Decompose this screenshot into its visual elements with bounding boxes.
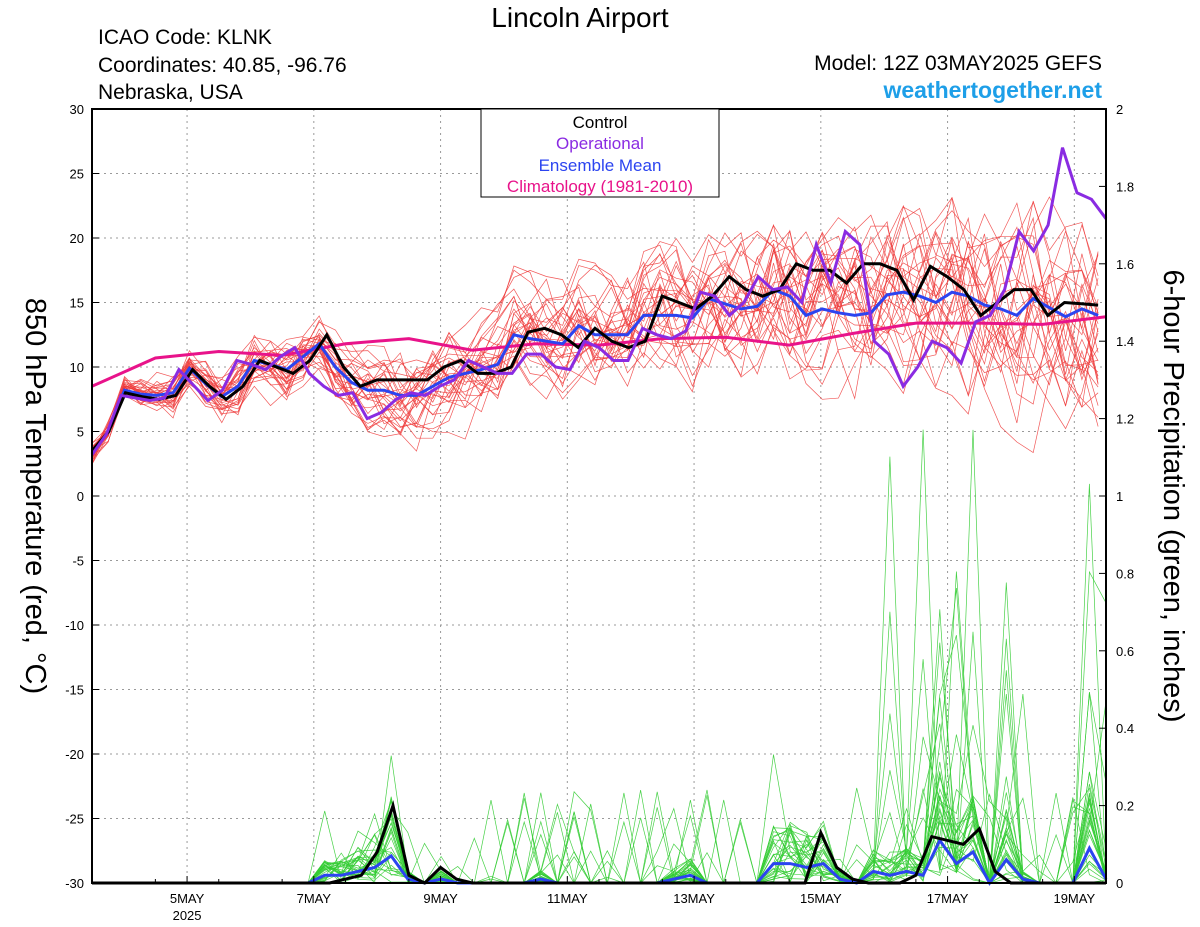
chart-title: Lincoln Airport <box>491 2 669 33</box>
member-temperature-line <box>91 242 1099 451</box>
left-axis: 30 25 20 15 10 5 0 -5 -10 -15 -20 -25 -30 <box>65 102 99 891</box>
member-temperature-line <box>91 216 1099 444</box>
member-precipitation-line <box>92 692 1107 885</box>
member-temperature-line <box>91 229 1099 458</box>
right-tick-label: 1.2 <box>1116 412 1134 427</box>
left-axis-label: 850 hPa Temperature (red, °C) <box>19 298 51 694</box>
icao-code-text: ICAO Code: KLNK <box>98 26 272 49</box>
member-precipitation-lines <box>92 429 1107 885</box>
x-tick-label: 19MAY <box>1053 891 1095 906</box>
left-tick-label: 30 <box>70 102 84 117</box>
left-tick-label: -5 <box>72 554 84 569</box>
region-text: Nebraska, USA <box>98 81 243 104</box>
legend-ensemble-mean: Ensemble Mean <box>539 156 662 175</box>
right-tick-label: 0.8 <box>1116 566 1134 581</box>
left-tick-label: 20 <box>70 231 84 246</box>
member-temperature-line <box>91 223 1099 451</box>
right-tick-label: 0.4 <box>1116 721 1134 736</box>
x-tick-label: 9MAY <box>423 891 458 906</box>
right-tick-label: 0.6 <box>1116 644 1134 659</box>
left-tick-label: -25 <box>65 812 84 827</box>
legend-box <box>480 108 720 198</box>
plot-frame <box>91 108 1107 884</box>
x-tick-label: 11MAY <box>547 891 588 906</box>
left-tick-label: -15 <box>65 683 84 698</box>
left-tick-label: 5 <box>77 425 84 440</box>
legend: Control Operational Ensemble Mean Climat… <box>480 108 720 198</box>
legend-control: Control <box>573 113 628 132</box>
member-temperature-line <box>91 253 1099 451</box>
primary-series <box>90 147 1108 886</box>
right-tick-label: 1.8 <box>1116 179 1134 194</box>
right-tick-label: 2 <box>1116 102 1123 117</box>
climatology-line <box>91 315 1107 388</box>
grid-lines <box>92 109 1106 883</box>
member-precipitation-line <box>92 483 1107 884</box>
right-tick-label: 1.6 <box>1116 257 1134 272</box>
left-tick-label: 0 <box>77 489 84 504</box>
x-tick-label: 5MAY <box>170 891 205 906</box>
right-tick-label: 0 <box>1116 876 1123 891</box>
control-temperature-line <box>90 261 1099 452</box>
x-tick-label: 17MAY <box>927 891 969 906</box>
left-tick-label: 25 <box>70 167 84 182</box>
right-axis-label: 6-hour Precipitation (green, inches) <box>1157 270 1189 723</box>
member-temperature-line <box>91 230 1099 453</box>
left-tick-label: 15 <box>70 296 84 311</box>
left-tick-label: 10 <box>70 360 84 375</box>
legend-climatology: Climatology (1981-2010) <box>507 177 693 196</box>
operational-temperature-line <box>90 147 1108 456</box>
x-tick-year: 2025 <box>173 908 202 923</box>
left-tick-label: -20 <box>65 747 84 762</box>
right-tick-label: 1 <box>1116 489 1123 504</box>
left-tick-label: -10 <box>65 618 84 633</box>
coordinates-text: Coordinates: 40.85, -96.76 <box>98 54 347 77</box>
member-temperature-line <box>91 205 1099 455</box>
x-tick-label: 7MAY <box>297 891 332 906</box>
x-axis: 5MAY 2025 7MAY 9MAY 11MAY 13MAY 15MAY 17MAY 19MA… <box>91 876 1107 923</box>
right-tick-label: 0.2 <box>1116 799 1134 814</box>
left-tick-label: -30 <box>65 876 84 891</box>
right-tick-label: 1.4 <box>1116 334 1134 349</box>
model-run-text: Model: 12Z 03MAY2025 GEFS <box>814 52 1102 75</box>
x-tick-label: 15MAY <box>800 891 842 906</box>
right-axis: 2 1.8 1.6 1.4 1.2 1 0.8 0.6 0.4 0.2 0 <box>1099 102 1134 891</box>
member-temperature-lines <box>91 196 1099 465</box>
x-tick-label: 13MAY <box>673 891 715 906</box>
legend-operational: Operational <box>556 134 644 153</box>
site-name[interactable]: weathertogether.net <box>883 77 1102 103</box>
